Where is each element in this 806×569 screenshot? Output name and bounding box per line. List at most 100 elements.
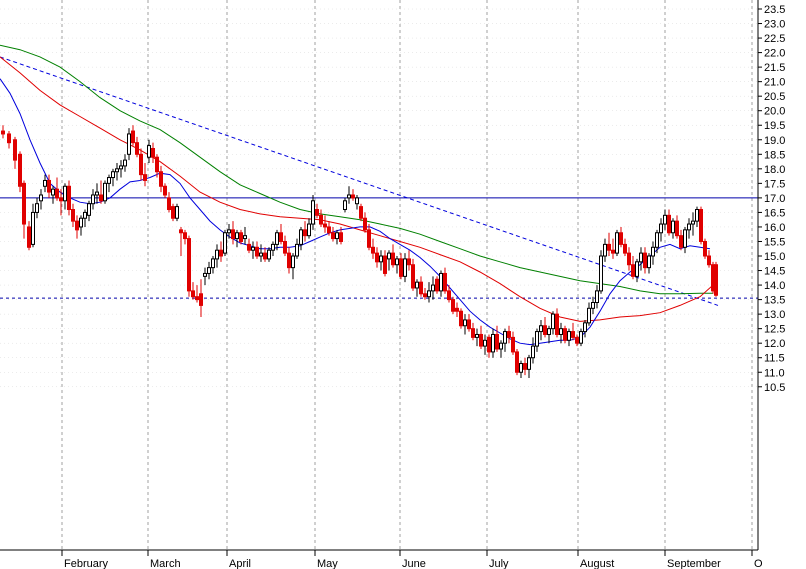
y-tick-label: 23.0 — [764, 19, 785, 31]
candle-up — [655, 232, 659, 248]
candle-up — [267, 249, 271, 260]
candle-down — [183, 232, 187, 240]
candle-down — [339, 232, 343, 242]
candle-down — [679, 235, 683, 248]
candle-up — [123, 159, 127, 167]
candle-down — [163, 185, 167, 196]
x-tick-label: July — [489, 558, 509, 569]
candle-down — [159, 171, 163, 187]
x-tick-label: O — [754, 558, 763, 569]
candle-up — [147, 145, 151, 158]
candle-down — [331, 232, 335, 240]
candle-up — [291, 255, 295, 269]
candle-up — [491, 333, 495, 353]
candle-up — [207, 267, 211, 274]
candle-down — [18, 153, 22, 187]
y-tick-label: 19.5 — [764, 120, 785, 132]
candle-down — [255, 246, 259, 257]
candle-up — [535, 331, 539, 347]
y-tick-label: 12.0 — [764, 338, 785, 350]
candle-up — [651, 246, 655, 257]
candle-up — [127, 133, 131, 155]
candle-up — [111, 171, 115, 179]
candle-up — [395, 258, 399, 266]
candle-up — [691, 220, 695, 225]
candle-up — [275, 232, 279, 245]
candle-up — [215, 249, 219, 260]
candle-down — [319, 214, 323, 225]
candle-up — [211, 258, 215, 269]
y-tick-label: 16.5 — [764, 207, 785, 219]
candle-up — [687, 223, 691, 231]
y-tick-label: 18.0 — [764, 164, 785, 176]
vertical-gridlines — [61, 0, 753, 550]
candle-down — [375, 252, 379, 263]
candle-up — [595, 290, 599, 304]
x-axis-ticks: February March April May June July August Septe… — [61, 550, 763, 569]
candle-up — [591, 302, 595, 309]
candle-up — [355, 197, 359, 205]
candle-down — [371, 246, 375, 254]
candle-up — [235, 232, 239, 240]
candle-up — [603, 243, 607, 257]
candle-down — [303, 229, 307, 237]
x-tick-label: February — [64, 558, 109, 569]
candle-down — [363, 217, 367, 231]
candle-up — [63, 185, 67, 202]
candle-up — [415, 281, 419, 289]
candle-down — [699, 209, 703, 242]
candle-down — [479, 333, 483, 347]
candle-up — [91, 194, 95, 205]
candle-up — [299, 229, 303, 245]
candle-down — [619, 232, 623, 245]
candle-up — [431, 284, 435, 292]
candle-up — [663, 214, 667, 225]
candle-up — [387, 252, 391, 260]
y-tick-label: 12.5 — [764, 324, 785, 336]
candle-down — [199, 293, 203, 306]
candle-down — [1, 130, 5, 135]
candle-up — [559, 328, 563, 335]
candle-up — [647, 255, 651, 269]
candle-up — [567, 331, 571, 341]
candle-down — [607, 243, 611, 251]
short-moving-average — [0, 78, 711, 346]
candle-up — [635, 261, 639, 277]
candle-down — [575, 336, 579, 344]
candle-down — [511, 336, 515, 353]
candle-down — [383, 255, 387, 274]
y-tick-label: 15.5 — [764, 236, 785, 248]
y-tick-label: 11.5 — [764, 353, 785, 365]
candle-down — [75, 220, 79, 231]
candle-down — [455, 307, 459, 312]
candle-down — [327, 226, 331, 234]
candle-up — [463, 319, 467, 327]
candle-up — [31, 211, 35, 245]
candle-up — [243, 235, 247, 240]
x-tick-label: June — [402, 558, 426, 569]
candle-down — [714, 264, 718, 296]
candle-up — [107, 177, 111, 184]
y-tick-label: 13.5 — [764, 295, 785, 307]
candle-up — [683, 229, 687, 248]
candle-up — [343, 200, 347, 211]
candle-down — [315, 209, 319, 216]
candle-down — [143, 174, 147, 181]
candle-down — [287, 252, 291, 269]
horizontal-levels — [0, 197, 758, 299]
y-tick-label: 17.0 — [764, 193, 785, 205]
candle-down — [323, 223, 327, 228]
candle-up — [39, 194, 43, 202]
candle-up — [615, 232, 619, 254]
candle-up — [671, 220, 675, 234]
x-tick-label: April — [229, 558, 251, 569]
candle-down — [467, 319, 471, 330]
y-tick-label: 10.5 — [764, 382, 785, 394]
y-tick-label: 22.0 — [764, 48, 785, 60]
candle-up — [259, 252, 263, 257]
candle-down — [447, 290, 451, 301]
candle-up — [119, 165, 123, 170]
candle-down — [435, 278, 439, 292]
candle-up — [87, 203, 91, 216]
